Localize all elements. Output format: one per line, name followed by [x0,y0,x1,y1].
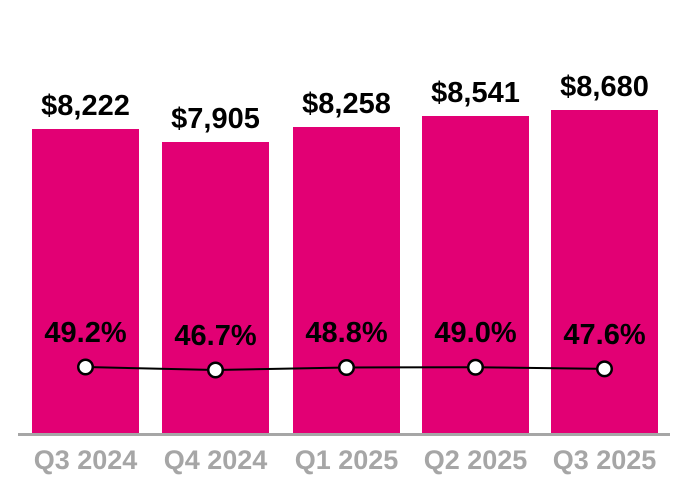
bar [162,142,269,433]
bar [32,129,139,433]
bar [422,116,529,433]
x-axis-tick-label: Q3 2024 [33,445,138,475]
bar-value-label: $8,222 [41,90,130,122]
bar [293,127,400,433]
x-axis-tick-label: Q1 2025 [294,445,399,475]
bar-value-label: $8,258 [302,88,391,120]
bar-value-label: $8,541 [431,77,520,109]
bar-value-label: $8,680 [560,71,649,103]
line-value-label: 49.2% [44,317,127,349]
line-value-label: 47.6% [563,319,646,351]
line-value-label: 49.0% [434,317,517,349]
x-axis-tick-label: Q4 2024 [163,445,268,475]
line-value-label: 48.8% [305,317,388,349]
x-axis-line [18,433,670,436]
bar-value-label: $7,905 [171,103,260,135]
x-axis-tick-label: Q3 2025 [552,445,657,475]
bar [551,110,658,433]
line-value-label: 46.7% [174,320,257,352]
x-axis-tick-label: Q2 2025 [423,445,528,475]
